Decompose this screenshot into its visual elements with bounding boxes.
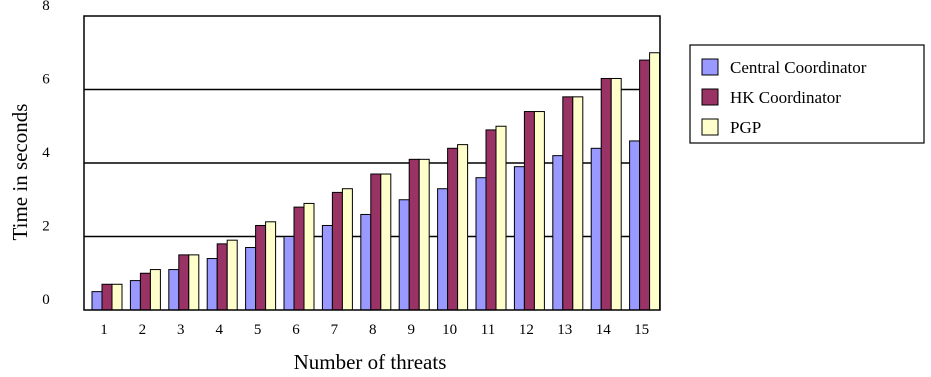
x-axis-title: Number of threats: [294, 350, 447, 374]
plot-area-border: [83, 15, 661, 311]
bar-hk-coordinator: [639, 59, 651, 311]
bar-pgp: [188, 254, 200, 311]
bar-central-coordinator: [129, 280, 141, 311]
bar-central-coordinator: [590, 147, 602, 311]
legend-box: [689, 44, 925, 144]
bar-pgp: [303, 202, 315, 311]
legend-label: HK Coordinator: [730, 88, 841, 107]
y-axis-ticks: 0 2 4 6 8: [42, 0, 50, 308]
bar-hk-coordinator: [562, 96, 574, 311]
bar-central-coordinator: [552, 155, 564, 311]
legend-label: Central Coordinator: [730, 58, 867, 77]
x-tick-label: 4: [215, 322, 223, 338]
x-tick-label: 5: [254, 322, 262, 338]
bar-pgp: [533, 111, 545, 311]
legend: Central Coordinator HK Coordinator PGP: [689, 44, 925, 144]
bar-pgp: [380, 173, 392, 311]
x-tick-label: 6: [292, 322, 300, 338]
x-tick-label: 12: [519, 322, 534, 338]
bar-hk-coordinator: [293, 206, 305, 311]
x-tick-label: 8: [369, 322, 377, 338]
bar-hk-coordinator: [216, 243, 228, 311]
bar-central-coordinator: [245, 247, 257, 311]
legend-swatch: [701, 118, 719, 136]
bar-pgp: [495, 125, 507, 311]
x-tick-label: 13: [557, 322, 572, 338]
x-tick-label: 14: [596, 322, 612, 338]
x-tick-label: 10: [442, 322, 457, 338]
bar-pgp: [149, 269, 161, 311]
bar-central-coordinator: [437, 188, 449, 311]
y-tick-label: 8: [42, 0, 50, 14]
bar-group: [91, 52, 661, 311]
y-tick-label: 0: [42, 292, 50, 308]
bar-central-coordinator: [398, 199, 410, 311]
bar-hk-coordinator: [485, 129, 497, 311]
bar-pgp: [265, 221, 277, 311]
bar-central-coordinator: [360, 213, 372, 311]
legend-swatch: [701, 88, 719, 106]
bar-central-coordinator: [629, 140, 641, 311]
bar-hk-coordinator: [408, 158, 420, 311]
y-axis-title: Time in seconds: [8, 104, 32, 241]
bar-central-coordinator: [321, 224, 333, 311]
bar-hk-coordinator: [447, 147, 459, 311]
bar-central-coordinator: [283, 236, 295, 311]
x-axis-ticks: 1 2 3 4 5 6 7 8 9 10 11 12 13 14 15: [100, 322, 649, 338]
bar-central-coordinator: [168, 269, 180, 311]
bar-central-coordinator: [206, 258, 218, 311]
bar-pgp: [649, 52, 661, 311]
bar-hk-coordinator: [331, 191, 343, 311]
y-tick-label: 4: [42, 145, 50, 161]
y-tick-label: 2: [42, 219, 50, 235]
bar-hk-coordinator: [370, 173, 382, 311]
x-tick-label: 15: [634, 322, 649, 338]
bar-pgp: [226, 239, 238, 311]
legend-label: PGP: [730, 118, 761, 137]
bar-hk-coordinator: [255, 224, 267, 311]
bar-pgp: [457, 144, 469, 311]
bar-pgp: [341, 188, 353, 311]
bar-hk-coordinator: [178, 254, 190, 311]
bar-hk-coordinator: [101, 283, 113, 311]
x-tick-label: 11: [481, 322, 495, 338]
bar-hk-coordinator: [139, 272, 151, 311]
x-tick-label: 9: [407, 322, 415, 338]
bar-hk-coordinator: [600, 77, 612, 311]
x-tick-label: 7: [331, 322, 339, 338]
y-tick-label: 6: [42, 72, 50, 88]
bar-pgp: [111, 283, 123, 311]
legend-swatch: [701, 58, 719, 76]
x-tick-label: 2: [139, 322, 147, 338]
bar-pgp: [418, 158, 430, 311]
bar-central-coordinator: [475, 177, 487, 311]
bar-hk-coordinator: [523, 111, 535, 311]
bar-central-coordinator: [91, 291, 103, 311]
bar-central-coordinator: [513, 166, 525, 311]
x-tick-label: 3: [177, 322, 185, 338]
bar-pgp: [610, 77, 622, 311]
bar-pgp: [572, 96, 584, 311]
x-tick-label: 1: [100, 322, 108, 338]
